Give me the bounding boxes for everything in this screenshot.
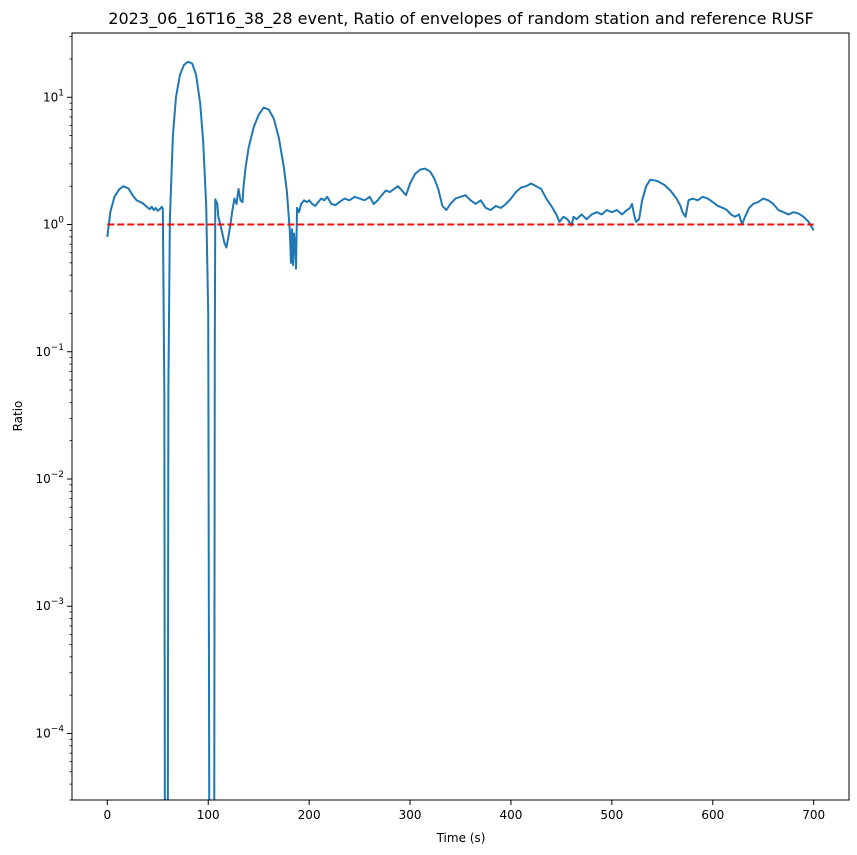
plot-area: [72, 33, 849, 800]
x-tick-label: 600: [701, 808, 724, 822]
y-tick-label: 10−1: [35, 343, 64, 359]
axes-frame: [71, 32, 850, 801]
x-axis-label: Time (s): [436, 831, 486, 845]
y-tick-label: 10−4: [35, 724, 64, 740]
y-tick-label: 101: [43, 88, 64, 104]
x-tick-label: 0: [103, 808, 111, 822]
x-tick-label: 100: [197, 808, 220, 822]
x-tick-label: 200: [298, 808, 321, 822]
tick-layer: 0 100 200 300 400 500 600 700 10−4 10−3 10−2 10−1 10…: [35, 36, 825, 822]
x-tick-label: 700: [802, 808, 825, 822]
chart-title: 2023_06_16T16_38_28 event, Ratio of enve…: [108, 9, 813, 29]
y-tick-label: 100: [43, 216, 64, 232]
plot-layer: [106, 60, 815, 800]
ratio-series-line: [106, 60, 815, 800]
x-tick-label: 500: [600, 808, 623, 822]
y-tick-label: 10−2: [35, 470, 64, 486]
x-tick-label: 400: [500, 808, 523, 822]
y-axis-label: Ratio: [11, 401, 25, 432]
x-tick-label: 300: [399, 808, 422, 822]
y-tick-label: 10−3: [35, 597, 64, 613]
